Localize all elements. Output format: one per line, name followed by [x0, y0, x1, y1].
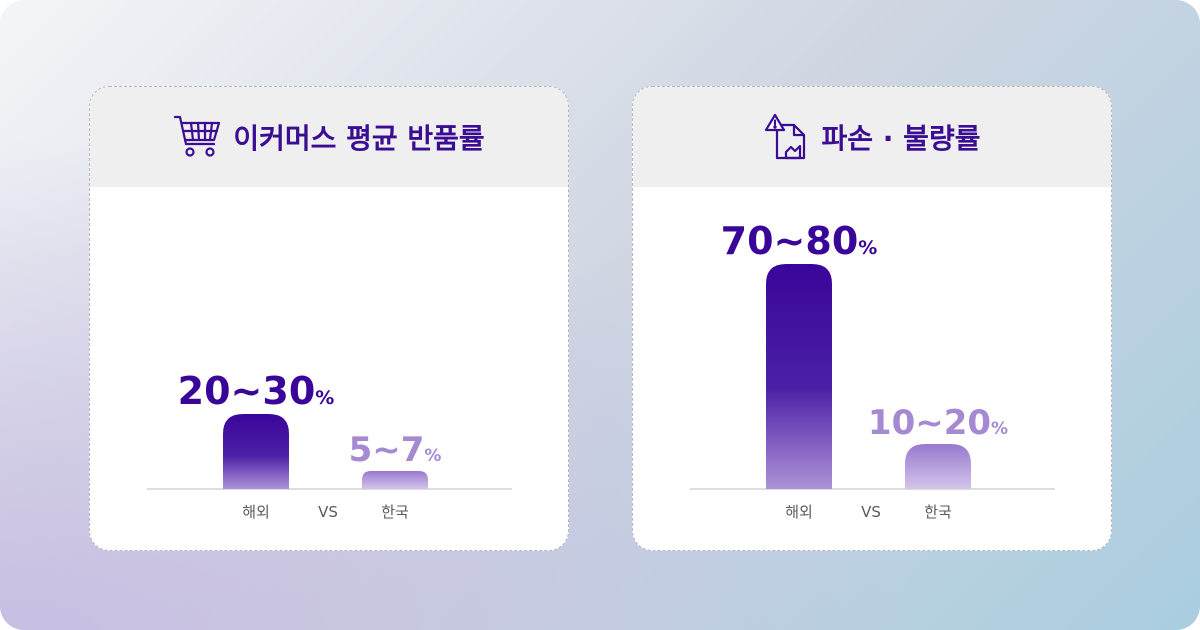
tick-label-0: 해외	[785, 503, 813, 521]
tick-label-2: 한국	[381, 503, 409, 521]
chart-title: 파손 · 불량률	[821, 122, 981, 155]
tick-label-0: 해외	[242, 503, 270, 521]
data-label-0: 70~80%	[721, 219, 878, 263]
data-label-0: 20~30%	[178, 369, 335, 413]
damage-defect-rate-card: 파손 · 불량률 해외 70~80% VS 한국 10~20%	[632, 86, 1112, 551]
return-rate-chart: 해외 20~30% VS 한국 5~7%	[147, 369, 512, 521]
shopping-cart-icon	[173, 114, 221, 160]
bar-0	[223, 414, 289, 489]
card-header: 이커머스 평균 반품률	[90, 87, 568, 187]
damage-rate-chart: 해외 70~80% VS 한국 10~20%	[690, 219, 1055, 521]
card-header: 파손 · 불량률	[633, 87, 1111, 187]
data-label-2: 10~20%	[868, 403, 1008, 443]
tick-label-1: VS	[318, 503, 338, 521]
damaged-document-warning-icon	[764, 112, 810, 162]
bar-0	[766, 264, 832, 489]
data-label-2: 5~7%	[349, 430, 442, 470]
ecommerce-return-rate-card: 이커머스 평균 반품률 해외 20~30% VS 한국 5~7%	[89, 86, 569, 551]
chart-title: 이커머스 평균 반품률	[233, 122, 485, 155]
bar-2	[362, 471, 428, 489]
tick-label-1: VS	[861, 503, 881, 521]
tick-label-2: 한국	[924, 503, 952, 521]
bar-2	[905, 444, 971, 489]
